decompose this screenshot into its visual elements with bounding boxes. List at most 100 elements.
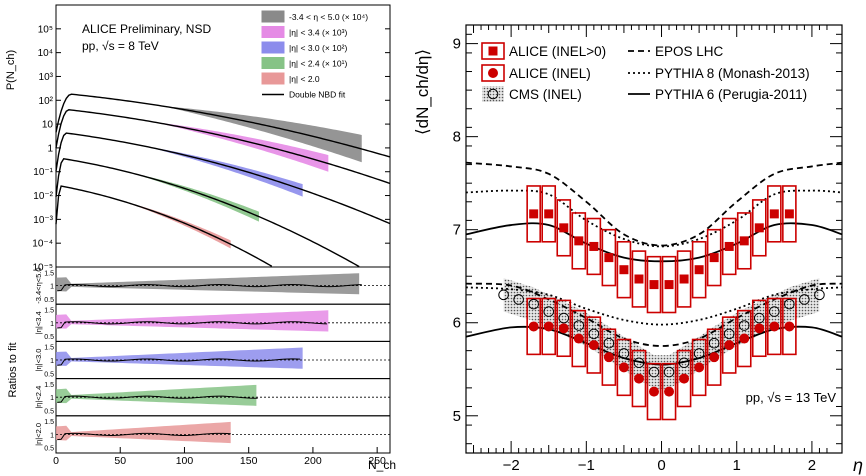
right-model-curve-inel-gt0-2	[465, 222, 843, 263]
left-data-band-1	[153, 121, 329, 172]
right-cms-point	[723, 328, 735, 340]
left-ratio-tick-label: 1.5	[44, 345, 54, 352]
right-alice-sys-box	[691, 338, 707, 397]
left-ratio-tick-label: 0.5	[44, 334, 54, 341]
left-ratio-tick-label: 0.5	[44, 408, 54, 415]
left-ratio-tick-label: 1.5	[44, 419, 54, 426]
right-alice-sys-box	[766, 185, 782, 243]
right-alice-inel-gt0-point	[574, 236, 584, 246]
right-cms-point	[769, 306, 780, 317]
right-cms-point	[784, 298, 795, 310]
right-cms-point	[543, 306, 555, 317]
left-ratio-panel-label-4: |η|<2.0	[34, 423, 43, 446]
right-alice-inel-gt0-point	[604, 253, 614, 263]
left-y-tick-label: 10⁻¹	[33, 167, 53, 178]
right-alice-inel-point	[679, 373, 690, 384]
left-ratio-panel-label-1: |η|<3.4	[34, 311, 43, 334]
left-fit-curve-1	[55, 109, 391, 185]
right-alice-inel-gt0-point	[634, 274, 644, 284]
left-fit-curve-3	[55, 158, 360, 268]
right-legend-box-inel	[481, 64, 505, 82]
left-data-band-0	[163, 106, 362, 163]
left-data-band-4	[117, 199, 231, 249]
right-alice-sys-box	[691, 240, 707, 299]
left-legend-swatch-0	[261, 10, 285, 23]
right-alice-inel-gt0-point	[589, 241, 599, 251]
right-alice-sys-box	[526, 297, 541, 356]
right-legend-label-2: CMS (INEL)	[509, 87, 582, 102]
right-cms-point	[648, 366, 660, 378]
left-ratio-panel-label-3: |η|<2.4	[34, 386, 43, 409]
left-data-band-3	[127, 172, 259, 222]
right-alice-inel-point	[694, 362, 705, 373]
left-ratio-points-0	[57, 284, 362, 292]
right-cms-point	[633, 357, 645, 369]
left-ratio-tick-label: 0.5	[44, 297, 54, 304]
right-model-curve-inel-gt0-0	[465, 161, 843, 247]
left-x-tick-label: 100	[176, 455, 194, 467]
left-x-tick-label: 0	[53, 455, 59, 467]
right-legend-label-5: PYTHIA 6 (Perugia-2011)	[655, 87, 807, 102]
right-x-tick-label: 0	[657, 457, 665, 474]
right-alice-sys-box	[676, 250, 692, 308]
right-y-tick-label: 7	[453, 222, 461, 239]
right-alice-inel-point	[739, 333, 750, 344]
right-cms-point	[738, 320, 750, 331]
right-cms-point	[558, 312, 570, 324]
right-x-tick-label: 2	[808, 457, 816, 474]
right-cms-point	[663, 366, 675, 378]
left-legend-label-2: |η| < 3.0 (× 10²)	[289, 43, 347, 53]
left-y-tick-label: 10³	[39, 72, 54, 83]
left-x-tick-label: 50	[114, 455, 126, 467]
right-alice-sys-box	[661, 362, 677, 421]
left-ratio-tick-label: 0.5	[44, 371, 54, 378]
right-alice-inel-gt0-point	[784, 209, 794, 219]
right-alice-sys-box	[736, 309, 752, 368]
right-alice-sys-box	[721, 316, 737, 374]
right-legend-label-1: ALICE (INEL)	[509, 66, 591, 81]
left-ratio-panel-label-2: |η|<3.0	[34, 349, 43, 372]
right-alice-inel-gt0-point	[694, 265, 704, 275]
right-cms-point	[814, 289, 825, 301]
right-legend-marker-cms	[487, 88, 499, 100]
left-ratio-points-4	[57, 432, 231, 441]
left-legend-swatch-4	[261, 72, 285, 85]
right-alice-sys-box	[736, 212, 752, 270]
right-cms-point	[588, 328, 600, 340]
left-y-tick-label: 10⁵	[38, 24, 53, 35]
right-alice-sys-box	[586, 316, 602, 374]
left-header-line-2: pp, √s = 8 TeV	[82, 39, 159, 53]
left-legend-swatch-1	[261, 26, 285, 38]
left-ratio-tick-label: 1.5	[44, 382, 54, 389]
left-fit-curve-4	[55, 185, 273, 267]
right-alice-inel-gt0-point	[709, 253, 719, 263]
left-ratio-y-label: Ratios to fit	[7, 342, 19, 397]
left-ratio-tick-label: 1	[50, 358, 54, 365]
right-y-tick-label: 5	[453, 408, 461, 425]
right-alice-sys-box	[782, 297, 797, 356]
right-cms-point	[708, 337, 720, 349]
left-legend-label-5: Double NBD fit	[289, 90, 346, 100]
right-y-tick-label: 8	[453, 129, 461, 146]
right-alice-sys-box	[676, 349, 692, 408]
right-alice-sys-box	[526, 185, 541, 243]
right-alice-sys-box	[706, 228, 722, 287]
right-x-tick-label: −1	[578, 457, 595, 474]
right-energy-annotation: pp, √s = 13 TeV	[746, 390, 837, 405]
right-legend-box-inel-gt0	[481, 42, 505, 60]
right-legend: ALICE (INEL>0) ALICE (INEL) CMS (INEL) EPOS…	[481, 42, 810, 102]
right-alice-sys-box	[661, 255, 677, 314]
right-alice-inel-gt0-point	[724, 241, 734, 251]
left-ratio-tick-label: 1	[50, 395, 54, 402]
right-y-tick-label: 6	[453, 315, 461, 332]
left-y-tick-label: 10	[42, 120, 54, 131]
left-legend-swatch-3	[261, 57, 285, 69]
right-cms-point	[799, 294, 810, 305]
left-x-tick-label: 250	[368, 455, 386, 467]
right-cms-point	[693, 348, 705, 359]
right-alice-sys-box	[751, 199, 767, 257]
right-alice-sys-box	[706, 328, 722, 386]
right-alice-inel-point	[784, 321, 795, 332]
left-y-tick-label: 10²	[39, 96, 54, 107]
